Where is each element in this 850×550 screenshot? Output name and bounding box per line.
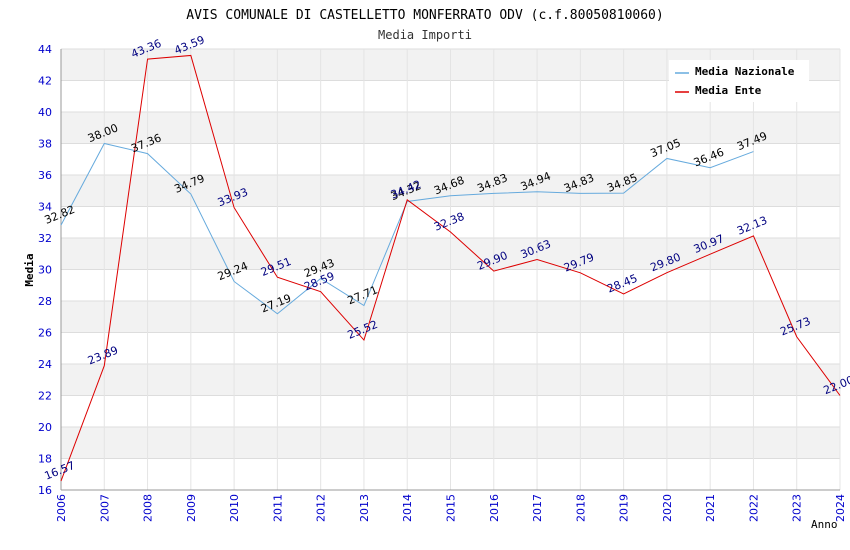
x-tick-label: 2020 xyxy=(661,494,674,522)
chart-title: AVIS COMUNALE DI CASTELLETTO MONFERRATO … xyxy=(186,8,663,23)
y-tick-label: 32 xyxy=(38,232,52,245)
y-tick-label: 22 xyxy=(38,390,52,403)
y-tick-label: 34 xyxy=(38,201,52,214)
legend-box xyxy=(669,60,809,102)
x-tick-label: 2011 xyxy=(271,494,284,522)
x-tick-label: 2015 xyxy=(445,494,458,522)
x-tick-label: 2008 xyxy=(142,494,155,522)
x-tick-label: 2006 xyxy=(55,494,68,522)
x-tick-label: 2018 xyxy=(574,494,587,522)
y-tick-label: 44 xyxy=(38,43,52,56)
y-axis-ticks: 16 18 20 22 24 26 28 30 32 34 36 38 40 42 44 xyxy=(38,43,52,497)
y-tick-label: 20 xyxy=(38,421,52,434)
x-tick-label: 2022 xyxy=(747,494,760,522)
y-tick-label: 38 xyxy=(38,138,52,151)
series-line-1 xyxy=(60,54,841,482)
y-tick-label: 24 xyxy=(38,358,52,371)
x-tick-label: 2016 xyxy=(488,494,501,522)
y-tick-label: 30 xyxy=(38,264,52,277)
x-tick-label: 2013 xyxy=(358,494,371,522)
x-tick-label: 2017 xyxy=(531,494,544,522)
x-tick-label: 2021 xyxy=(704,494,717,522)
y-axis-title: Media xyxy=(23,253,36,286)
legend-label-media-nazionale: Media Nazionale xyxy=(695,65,795,78)
x-axis-title: Anno xyxy=(811,518,838,531)
x-tick-label: 2024 xyxy=(834,494,847,522)
legend: Media Nazionale Media Ente xyxy=(669,60,809,102)
x-tick-label: 2019 xyxy=(618,494,631,522)
grid-lines xyxy=(60,48,841,491)
x-tick-label: 2014 xyxy=(401,494,414,522)
y-tick-label: 42 xyxy=(38,75,52,88)
y-tick-label: 16 xyxy=(38,484,52,497)
x-tick-label: 2007 xyxy=(98,494,111,522)
x-tick-label: 2012 xyxy=(315,494,328,522)
x-tick-label: 2010 xyxy=(228,494,241,522)
axes xyxy=(60,49,840,491)
x-axis-ticks: 2006 2007 2008 2009 2010 2011 2012 2013 2014 2015… xyxy=(55,494,847,522)
y-tick-label: 36 xyxy=(38,169,52,182)
chart-subtitle: Media Importi xyxy=(378,28,472,42)
y-tick-label: 28 xyxy=(38,295,52,308)
y-tick-label: 18 xyxy=(38,453,52,466)
x-tick-label: 2023 xyxy=(791,494,804,522)
x-tick-label: 2009 xyxy=(185,494,198,522)
series-layer xyxy=(60,54,841,482)
y-tick-label: 40 xyxy=(38,106,52,119)
y-tick-label: 26 xyxy=(38,327,52,340)
legend-label-media-ente: Media Ente xyxy=(695,84,762,97)
